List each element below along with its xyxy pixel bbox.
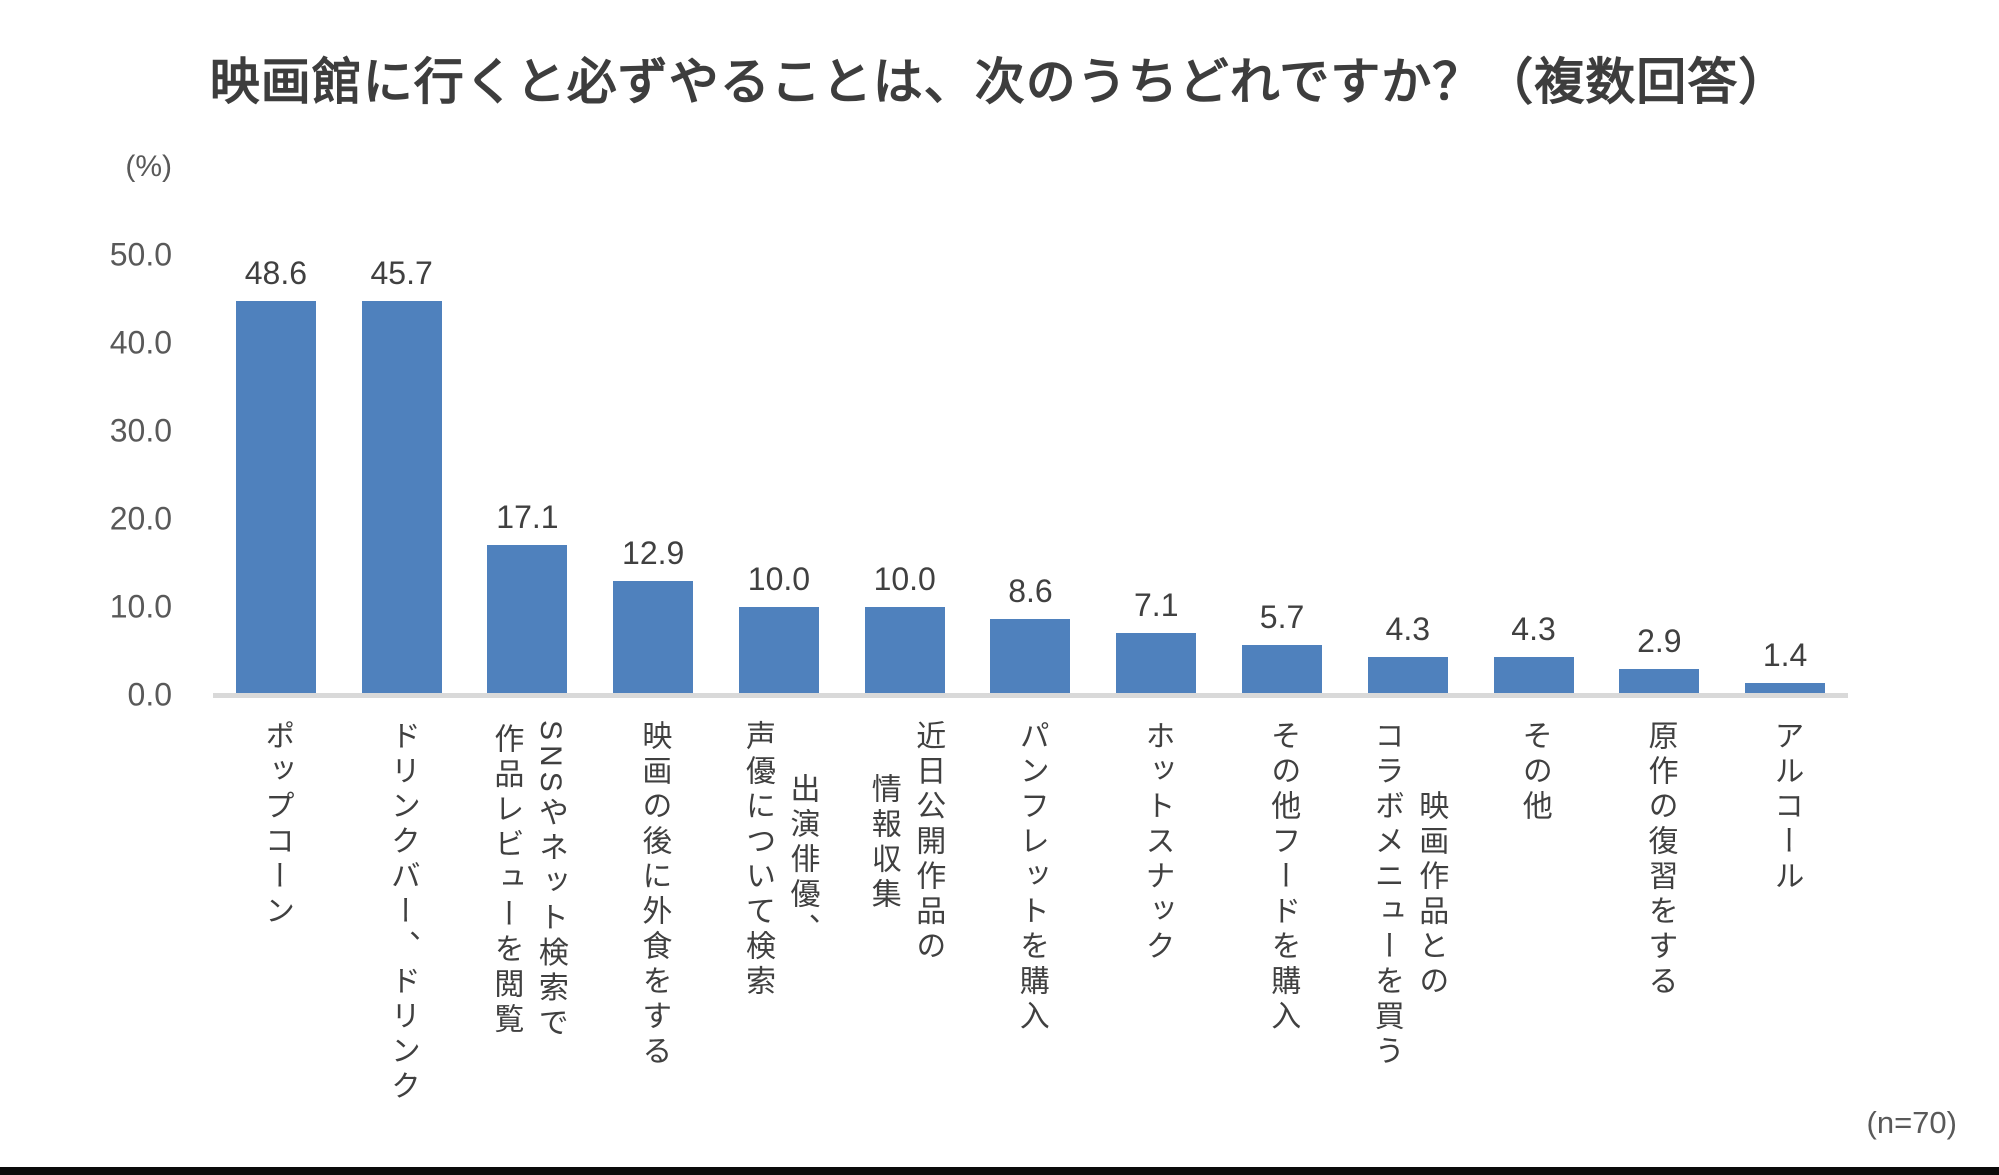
bar-column: 12.9 xyxy=(590,255,716,695)
category-label: パンフレットを購入 xyxy=(968,720,1094,1035)
category-label-line: 声優について検索 xyxy=(740,720,774,1000)
category-label: ホットスナック xyxy=(1093,720,1219,965)
category-label-text: 出演俳優、 声優について検索 xyxy=(739,720,819,1000)
bar-value-label: 10.0 xyxy=(747,561,811,597)
bar xyxy=(361,301,442,695)
bar xyxy=(1745,682,1826,695)
category-label: 出演俳優、 声優について検索 xyxy=(716,720,842,1000)
bar-value-label: 2.9 xyxy=(1637,623,1682,660)
category-label-line: パンフレットを購入 xyxy=(1014,720,1048,1035)
bar-value-label: 45.7 xyxy=(370,255,433,291)
category-label: 映画作品との コラボメニューを買う xyxy=(1345,720,1471,1070)
category-label-line: 映画作品との xyxy=(1414,790,1448,1000)
category-label-line: ポップコーン xyxy=(260,720,294,930)
category-label: ドリンクバー、ドリンク xyxy=(339,720,465,1105)
category-label-text: パンフレットを購入 xyxy=(1013,720,1048,1035)
bar-value-label: 10.0 xyxy=(873,561,936,597)
category-label: 映画の後に外食をする xyxy=(590,720,716,1070)
y-axis: 50.0 40.0 30.0 20.0 10.0 0.0 xyxy=(0,237,172,713)
category-label: ポップコーン xyxy=(213,720,339,930)
category-label-line: アルコール xyxy=(1769,720,1803,895)
category-label: 原作の復習をする xyxy=(1596,720,1722,1000)
category-label-line: 情報収集 xyxy=(866,772,900,913)
y-axis-tick-label: 20.0 xyxy=(109,500,172,537)
category-label-line: 作品レビューを閲覧 xyxy=(489,723,523,1039)
plot-area: 48.6 45.7 17.1 12.9 10.0 10.0 8.6 7.1 5.7 4.3 4.3 2… xyxy=(213,255,1848,698)
category-label-line: ドリンクバー、ドリンク xyxy=(385,720,419,1105)
y-axis-tick-label: 30.0 xyxy=(109,412,172,449)
bar-value-label: 4.3 xyxy=(1385,611,1431,648)
category-label-text: 映画の後に外食をする xyxy=(636,720,671,1070)
category-label-text: アルコール xyxy=(1768,720,1803,895)
bar-column: 1.4 xyxy=(1722,255,1848,695)
bar-value-label: 12.9 xyxy=(622,535,685,572)
bar xyxy=(1619,669,1700,695)
category-label-line: 原作の復習をする xyxy=(1643,720,1677,1000)
category-label-text: その他 xyxy=(1516,720,1551,825)
chart-title: 映画館に行くと必ずやることは、次のうちどれですか？（複数回答） xyxy=(209,54,1790,110)
category-label-line: ホットスナック xyxy=(1140,720,1174,965)
category-label-text: ドリンクバー、ドリンク xyxy=(384,720,419,1105)
category-label-text: その他フードを購入 xyxy=(1265,720,1300,1035)
category-label-line: 出演俳優、 xyxy=(785,772,819,948)
category-labels-row: ポップコーン ドリンクバー、ドリンク SNSやネット検索で 作品レビューを閲覧 映画の後… xyxy=(213,720,1848,1105)
bar-column: 5.7 xyxy=(1219,255,1345,695)
bar-column: 45.7 xyxy=(339,255,465,695)
bar-column: 17.1 xyxy=(465,255,591,695)
bar xyxy=(487,544,568,695)
bar-value-label: 1.4 xyxy=(1762,636,1808,673)
bar-value-label: 8.6 xyxy=(1008,573,1053,610)
category-label-text: SNSやネット検索で 作品レビューを閲覧 xyxy=(488,720,567,1042)
category-label-line: コラボメニューを買う xyxy=(1369,720,1403,1070)
bar xyxy=(738,607,819,695)
bars-row: 48.6 45.7 17.1 12.9 10.0 10.0 8.6 7.1 5.7 4.3 4.3 2… xyxy=(213,255,1848,695)
y-axis-tick-label: 10.0 xyxy=(109,588,172,625)
bar-column: 48.6 xyxy=(213,255,339,695)
bar-column: 10.0 xyxy=(842,255,968,695)
bar-column: 4.3 xyxy=(1471,255,1597,695)
bar-column: 4.3 xyxy=(1345,255,1471,695)
bar xyxy=(1493,657,1574,695)
category-label-text: 原作の復習をする xyxy=(1642,720,1677,1000)
bar xyxy=(235,301,316,695)
sample-size-note: (n=70) xyxy=(1866,1105,1957,1140)
bar-value-label: 7.1 xyxy=(1134,586,1179,623)
category-label: その他 xyxy=(1471,720,1597,825)
category-label-line: 映画の後に外食をする xyxy=(637,720,671,1070)
bar-value-label: 17.1 xyxy=(496,498,559,535)
y-axis-tick-label: 0.0 xyxy=(127,676,172,713)
category-label-text: 映画作品との コラボメニューを買う xyxy=(1368,720,1448,1070)
bar-column: 2.9 xyxy=(1596,255,1722,695)
bar xyxy=(1367,657,1448,695)
category-label-line: SNSやネット検索で xyxy=(533,720,567,1042)
category-label-line: その他 xyxy=(1517,720,1551,825)
category-label-text: 近日公開作品の 情報収集 xyxy=(865,720,945,965)
bar-value-label: 5.7 xyxy=(1259,598,1305,635)
bar-column: 8.6 xyxy=(968,255,1094,695)
bar-column: 10.0 xyxy=(716,255,842,695)
x-axis-line xyxy=(213,693,1848,698)
category-label: 近日公開作品の 情報収集 xyxy=(842,720,968,965)
category-label: SNSやネット検索で 作品レビューを閲覧 xyxy=(465,720,591,1042)
bar xyxy=(990,619,1071,695)
bar-column: 7.1 xyxy=(1093,255,1219,695)
category-label-line: 近日公開作品の xyxy=(911,720,945,965)
y-axis-unit-label: (%) xyxy=(125,150,172,183)
category-label-line: その他フードを購入 xyxy=(1266,720,1300,1035)
bar xyxy=(864,607,945,695)
y-axis-tick-label: 40.0 xyxy=(109,324,172,361)
bar xyxy=(1116,632,1197,695)
category-label-text: ポップコーン xyxy=(259,720,294,930)
category-label: その他フードを購入 xyxy=(1219,720,1345,1035)
y-axis-tick-label: 50.0 xyxy=(109,236,172,273)
bar xyxy=(613,581,694,695)
category-label-text: ホットスナック xyxy=(1139,720,1174,965)
bar-value-label: 4.3 xyxy=(1511,611,1556,648)
bar xyxy=(1242,644,1322,695)
bar-value-label: 48.6 xyxy=(244,255,308,291)
category-label: アルコール xyxy=(1722,720,1848,895)
bottom-border-line xyxy=(0,1167,1999,1175)
